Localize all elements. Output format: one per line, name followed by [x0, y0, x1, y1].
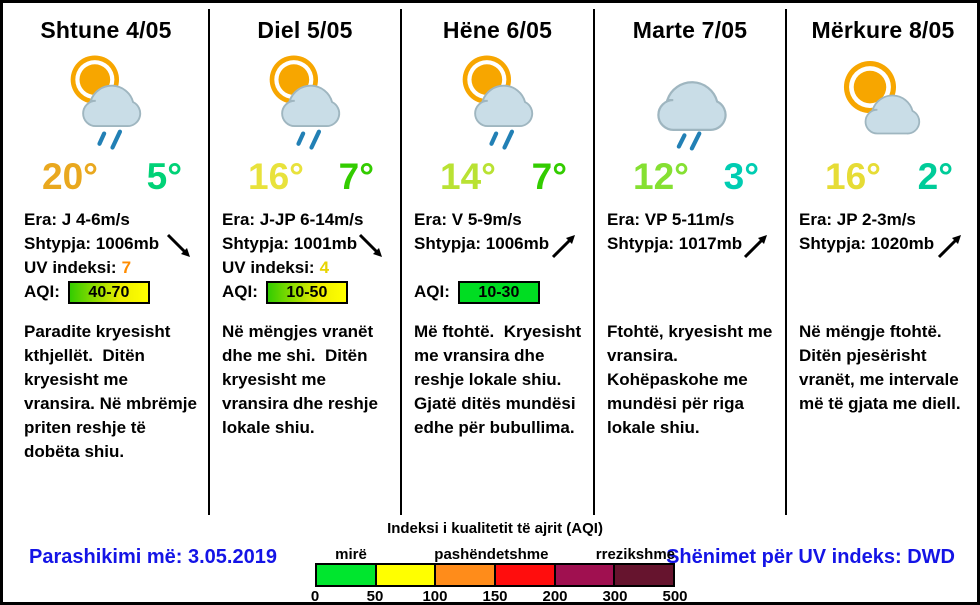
low-temp: 3°: [723, 156, 759, 197]
uv-source-note: Shënimet për UV indeks: DWD: [666, 546, 955, 568]
aqi-chip: 40-70: [67, 280, 150, 304]
pressure-info: Shtypja: 1006mb: [24, 234, 160, 253]
wind-info: Era: J-JP 6-14m/s: [222, 210, 364, 229]
sun-cloud-rain-icon: [70, 55, 142, 150]
high-temp: 16°: [825, 156, 881, 197]
aqi-segment: [494, 565, 554, 585]
aqi-label: AQI:: [222, 282, 258, 301]
wind-info: Era: V 5-9m/s: [414, 210, 522, 229]
wind-info: Era: JP 2-3m/s: [799, 210, 916, 229]
day-title: Hëne 6/05: [442, 17, 553, 43]
uv-value: 4: [319, 258, 330, 277]
aqi-chip: 10-30: [457, 280, 540, 304]
column-divider: [208, 9, 210, 515]
aqi-tick: 500: [662, 588, 688, 605]
day-title: Diel 5/05: [257, 17, 353, 43]
wind-arrow-ne-icon: [741, 231, 771, 261]
aqi-label: AQI:: [24, 282, 60, 301]
pressure-info: Shtypja: 1017mb: [607, 234, 743, 253]
day-column-tuesday: Marte 7/05 12° 3° Era: VP 5-11m/s Shtypj…: [597, 3, 783, 515]
aqi-info: AQI: 40-70: [24, 280, 206, 304]
aqi-label: AQI:: [414, 282, 450, 301]
low-temp: 7°: [531, 156, 567, 197]
day-description: Në mëngje ftohtë. Ditën pjesërisht vranë…: [799, 322, 964, 413]
wind-info: Era: J 4-6m/s: [24, 210, 130, 229]
aqi-legend-labels: mirë pashëndetshme rrezikshme: [315, 546, 675, 563]
wind-arrow-ne-icon: [935, 231, 965, 261]
aqi-segment: [553, 565, 614, 585]
aqi-legend-title: Indeksi i kualitetit të ajrit (AQI): [387, 520, 603, 537]
day-column-sunday: Diel 5/05 16° 7° Era: J-JP 6-14m/s Shtyp…: [212, 3, 398, 515]
low-temp: 2°: [917, 156, 953, 197]
aqi-info-empty: [607, 280, 783, 304]
high-temp: 16°: [248, 156, 304, 197]
day-title: Shtune 4/05: [40, 17, 172, 43]
wind-info: Era: VP 5-11m/s: [607, 210, 735, 229]
aqi-label-good: mirë: [335, 546, 367, 563]
day-description: Në mëngjes vranët dhe me shi. Ditën krye…: [222, 322, 383, 437]
uv-value: 7: [121, 258, 132, 277]
high-temp: 12°: [633, 156, 689, 197]
column-divider: [400, 9, 402, 515]
wind-arrow-ne-icon: [549, 231, 579, 261]
day-title: Marte 7/05: [632, 17, 748, 43]
high-temp: 14°: [440, 156, 496, 197]
pressure-info: Shtypja: 1006mb: [414, 234, 550, 253]
aqi-info-empty: [799, 280, 977, 304]
aqi-info: AQI: 10-30: [414, 280, 591, 304]
aqi-scale-bar: [315, 563, 675, 587]
day-column-saturday: Shtune 4/05 20° 5° Era: J 4-6m/s Shtypja…: [6, 3, 206, 515]
aqi-tick: 200: [542, 588, 568, 605]
sun-cloud-rain-icon: [269, 55, 341, 150]
aqi-segment: [374, 565, 435, 585]
aqi-tick: 100: [422, 588, 448, 605]
day-title: Mërkure 8/05: [811, 17, 955, 43]
aqi-tick: 150: [482, 588, 508, 605]
aqi-label-hazardous: rrezikshme: [595, 546, 675, 563]
aqi-segment: [613, 565, 674, 585]
aqi-scale-ticks: 0 50 100 150 200 300 500: [311, 588, 688, 605]
day-column-wednesday: Mërkure 8/05 16° 2° Era: JP 2-3m/s Shtyp…: [789, 3, 977, 515]
day-description: Më ftohtë. Kryesisht me vransira dhe res…: [414, 322, 586, 437]
day-column-monday: Hëne 6/05 14° 7° Era: V 5-9m/s Shtypja: …: [404, 3, 591, 515]
aqi-tick: 300: [602, 588, 628, 605]
low-temp: 7°: [338, 156, 374, 197]
sun-cloud-rain-icon: [462, 55, 533, 150]
aqi-tick: 50: [366, 588, 384, 605]
day-description: Paradite kryesisht kthjellët. Ditën krye…: [24, 322, 202, 461]
cloud-rain-icon: [657, 81, 727, 151]
forecast-date: Parashikimi më: 3.05.2019: [29, 546, 277, 568]
aqi-segment: [317, 565, 375, 585]
aqi-tick: 0: [310, 588, 320, 605]
high-temp: 20°: [42, 156, 98, 197]
wind-arrow-se-icon: [164, 231, 194, 261]
low-temp: 5°: [146, 156, 182, 197]
aqi-info: AQI: 10-50: [222, 280, 398, 304]
pressure-info: Shtypja: 1001mb: [222, 234, 358, 253]
pressure-info: Shtypja: 1020mb: [799, 234, 935, 253]
uv-info: UV indeksi: 7: [24, 258, 132, 277]
column-divider: [593, 9, 595, 515]
sun-cloud-icon: [843, 61, 921, 135]
aqi-label-unhealthy: pashëndetshme: [434, 546, 549, 563]
wind-arrow-se-icon: [356, 231, 386, 261]
uv-info: UV indeksi: 4: [222, 258, 330, 277]
day-description: Ftohtë, kryesisht me vransira. Kohëpasko…: [607, 322, 778, 437]
column-divider: [785, 9, 787, 515]
aqi-segment: [434, 565, 495, 585]
aqi-legend: Indeksi i kualitetit të ajrit (AQI) mirë…: [311, 520, 688, 605]
aqi-chip: 10-50: [265, 280, 348, 304]
